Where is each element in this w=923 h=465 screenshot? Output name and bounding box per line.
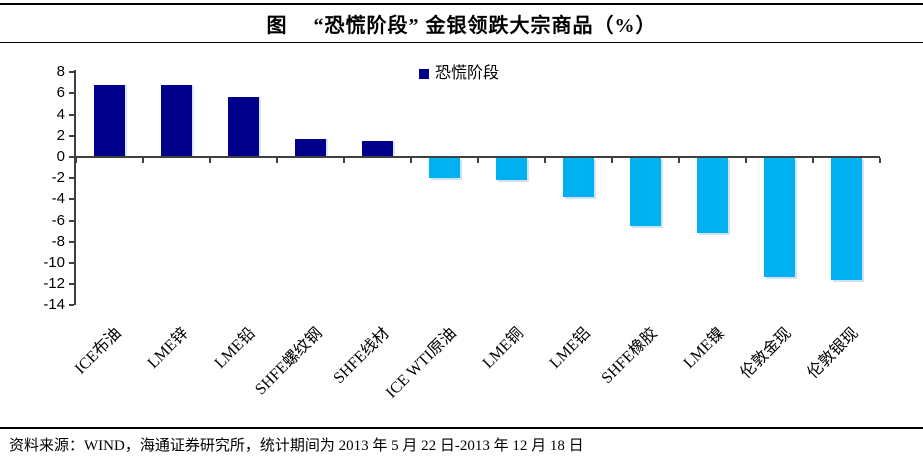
bar-SHFE螺纹钢 xyxy=(295,138,326,157)
chart-legend: 恐慌阶段 xyxy=(419,66,499,82)
x-axis-tick xyxy=(209,158,211,163)
x-axis-tick xyxy=(678,158,680,163)
y-tick-label: -8 xyxy=(51,232,65,250)
bar-伦敦金现 xyxy=(764,158,795,277)
x-axis-tick xyxy=(142,158,144,163)
y-axis-tick xyxy=(69,113,74,116)
x-category-label: ICE WTI原油 xyxy=(382,324,460,402)
x-axis-tick xyxy=(343,158,345,163)
x-category-label: LME铝 xyxy=(546,324,594,372)
x-axis-tick xyxy=(410,158,412,163)
x-category-label: 伦敦银现 xyxy=(803,324,862,382)
x-category-label: ICE布油 xyxy=(71,324,125,378)
x-axis-tick xyxy=(276,158,278,163)
y-tick-label: 4 xyxy=(56,105,65,123)
bar-LME镍 xyxy=(697,158,728,234)
y-tick-label: -2 xyxy=(51,169,65,187)
y-tick-label: 8 xyxy=(56,63,65,81)
x-category-label: LME铅 xyxy=(211,324,259,372)
bar-SHFE橡胶 xyxy=(630,158,661,226)
x-category-label: 伦敦金现 xyxy=(736,324,795,382)
y-tick-label: -4 xyxy=(51,190,65,208)
x-category-label: LME镍 xyxy=(680,324,728,372)
legend-swatch-icon xyxy=(419,69,429,79)
chart-title: 图 “恐慌阶段” 金银领跌大宗商品（%） xyxy=(0,9,923,38)
x-axis-zero-line xyxy=(76,156,880,158)
title-divider-rule xyxy=(0,42,923,43)
y-axis-tick xyxy=(69,177,74,180)
y-tick-label: -12 xyxy=(43,275,65,293)
source-note: 资料来源：WIND，海通证券研究所，统计期间为 2013 年 5 月 22 日-… xyxy=(9,438,584,454)
bar-伦敦银现 xyxy=(831,158,862,280)
footer-divider-rule xyxy=(0,427,923,429)
x-axis-tick xyxy=(812,158,814,163)
x-category-label: SHFE橡胶 xyxy=(597,324,661,388)
x-axis-tick xyxy=(544,158,546,163)
y-axis-tick xyxy=(69,262,74,264)
y-axis-tick xyxy=(69,198,74,201)
top-rule xyxy=(0,3,923,5)
x-category-label: LME铜 xyxy=(479,324,527,372)
bar-ICE布油 xyxy=(94,84,125,157)
x-axis-tick xyxy=(611,158,613,163)
y-axis-tick xyxy=(69,304,74,307)
bar-LME铝 xyxy=(563,158,594,198)
x-category-label: LME锌 xyxy=(144,324,192,372)
bar-SHFE线材 xyxy=(362,141,393,157)
y-axis-tick xyxy=(69,92,74,95)
y-axis-tick xyxy=(69,71,74,74)
y-axis-tick xyxy=(69,240,74,243)
y-tick-label: -6 xyxy=(51,211,65,229)
y-axis-tick xyxy=(69,219,74,222)
y-axis-tick xyxy=(69,134,74,137)
y-axis-line xyxy=(74,70,76,306)
x-axis-tick xyxy=(75,158,77,163)
y-tick-label: -14 xyxy=(43,296,65,314)
bar-LME铅 xyxy=(228,96,259,157)
x-category-label: SHFE线材 xyxy=(329,324,393,388)
y-tick-label: -10 xyxy=(43,254,65,271)
y-tick-label: 6 xyxy=(56,84,65,102)
bar-ICE WTI原油 xyxy=(429,158,460,179)
legend-label: 恐慌阶段 xyxy=(435,65,500,82)
figure-label: 图 xyxy=(266,15,288,37)
figure-title-text: “恐慌阶段” 金银领跌大宗商品（%） xyxy=(313,15,657,37)
x-axis-tick xyxy=(879,158,881,163)
x-category-label: SHFE螺纹钢 xyxy=(251,324,326,399)
bar-LME铜 xyxy=(496,158,527,181)
y-axis-tick xyxy=(69,156,74,158)
y-tick-label: 0 xyxy=(56,148,65,165)
x-axis-tick xyxy=(477,158,479,163)
bar-LME锌 xyxy=(161,84,192,157)
y-axis-tick xyxy=(69,283,74,286)
y-tick-label: 2 xyxy=(56,126,65,144)
x-axis-tick xyxy=(745,158,747,163)
